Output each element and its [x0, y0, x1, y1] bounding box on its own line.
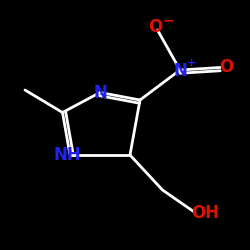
- Text: OH: OH: [191, 204, 219, 222]
- Text: N: N: [173, 62, 187, 80]
- Text: +: +: [186, 58, 196, 68]
- Text: −: −: [163, 13, 174, 27]
- Text: O: O: [219, 58, 234, 76]
- Text: N: N: [93, 84, 107, 102]
- Text: O: O: [148, 18, 162, 36]
- Text: NH: NH: [54, 146, 82, 164]
